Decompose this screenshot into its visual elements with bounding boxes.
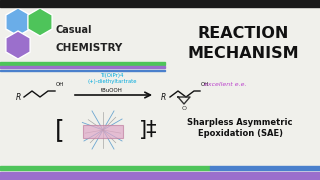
Text: R: R [160,93,166,102]
Text: Ti(OiPr)4: Ti(OiPr)4 [100,73,124,78]
Text: R: R [15,93,20,102]
Bar [0,166,210,170]
Bar [0,172,320,180]
Text: Casual: Casual [55,25,92,35]
Polygon shape [6,8,30,36]
Text: excellent e.e.: excellent e.e. [204,82,246,87]
Bar [0,66,165,68]
Text: tBuOOH: tBuOOH [101,87,123,93]
Text: OH: OH [56,82,64,87]
Bar [210,166,320,170]
Text: ]‡: ]‡ [139,120,157,140]
Text: OH: OH [201,82,209,87]
Text: CHEMISTRY: CHEMISTRY [55,43,122,53]
Polygon shape [6,31,30,59]
Text: Sharpless Asymmetric
Epoxidation (SAE): Sharpless Asymmetric Epoxidation (SAE) [187,118,293,138]
Text: (+)-diethyltartrate: (+)-diethyltartrate [87,80,137,84]
Polygon shape [28,8,52,36]
Bar [0,62,165,64]
Text: REACTION: REACTION [197,26,289,42]
Bar [0,69,165,71]
Text: O: O [181,105,187,111]
Bar [0,0,320,7]
Text: MECHANISM: MECHANISM [188,46,299,62]
Text: [: [ [55,118,65,142]
Polygon shape [83,125,123,138]
